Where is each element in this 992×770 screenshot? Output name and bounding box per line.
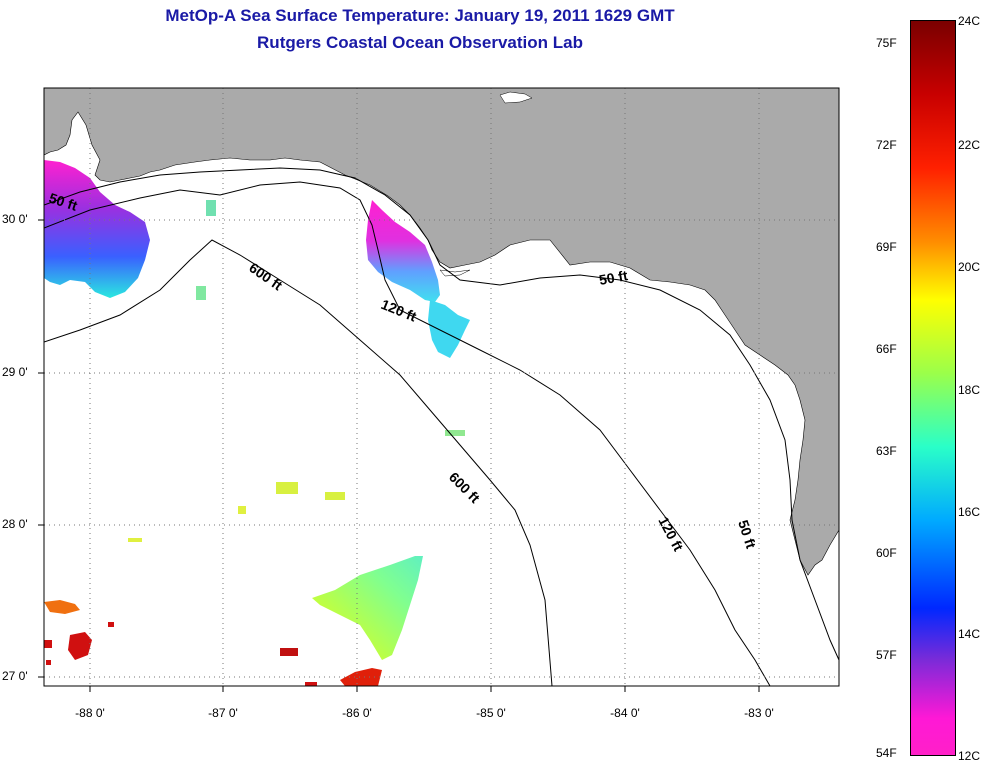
sst-patch-central-south [428,300,470,358]
contour-label-50ft-east: 50 ft [598,267,629,288]
colorbar-c-18: 18C [958,383,981,397]
colorbar-f-72: 72F [876,138,897,152]
lon-label-87: -87 0' [208,706,238,720]
colorbar-f-69: 69F [876,240,897,254]
barrier-island [439,269,471,277]
sst-patch-south-red [340,668,382,686]
sst-speck-5 [305,682,317,686]
sst-patch-south-green [312,556,423,660]
sst-speck-9 [196,286,206,300]
sst-speck-8 [238,506,246,514]
colorbar-f-60: 60F [876,546,897,560]
colorbar-c-14: 14C [958,627,981,641]
sst-patch-sw-red [68,632,92,660]
lon-label-84: -84 0' [610,706,640,720]
colorbar-c-16: 16C [958,505,981,519]
sst-speck-4 [280,648,298,656]
contour-600ft [44,239,553,686]
colorbar-c-20: 20C [958,260,981,274]
lon-label-83: -83 0' [744,706,774,720]
sst-speck-3 [108,622,114,627]
lon-label-85: -85 0' [476,706,506,720]
sst-patch-sw-orange [44,600,80,614]
contour-120ft [44,181,771,686]
lake-shape [499,91,533,104]
sst-patch-west [44,160,150,298]
sst-speck-12 [128,538,142,542]
land-mass [44,88,839,576]
sst-speck-11 [445,430,465,436]
lat-label-30: 30 0' [2,212,28,226]
colorbar-f-66: 66F [876,342,897,356]
colorbar-f-75: 75F [876,36,897,50]
axis-ticks [38,219,760,692]
colorbar-f-54: 54F [876,746,897,760]
lat-label-29: 29 0' [2,365,28,379]
map-title: MetOp-A Sea Surface Temperature: January… [165,6,675,25]
map-frame [43,87,840,687]
temperature-colorbar [910,20,956,756]
lat-label-28: 28 0' [2,517,28,531]
lon-label-88: -88 0' [75,706,105,720]
sst-speck-10 [206,200,216,216]
sst-speck-6 [276,482,298,494]
colorbar-f-63: 63F [876,444,897,458]
colorbar-c-22: 22C [958,138,981,152]
contour-50ft [44,167,839,661]
lat-label-27: 27 0' [2,669,28,683]
colorbar-c-12: 12C [958,749,981,763]
map-subtitle: Rutgers Coastal Ocean Observation Lab [257,33,583,52]
sst-speck-7 [325,492,345,500]
colorbar-c-24: 24C [958,14,981,28]
colorbar-f-57: 57F [876,648,897,662]
sst-speck-1 [44,640,52,648]
lon-label-86: -86 0' [342,706,372,720]
sst-speck-2 [46,660,51,665]
